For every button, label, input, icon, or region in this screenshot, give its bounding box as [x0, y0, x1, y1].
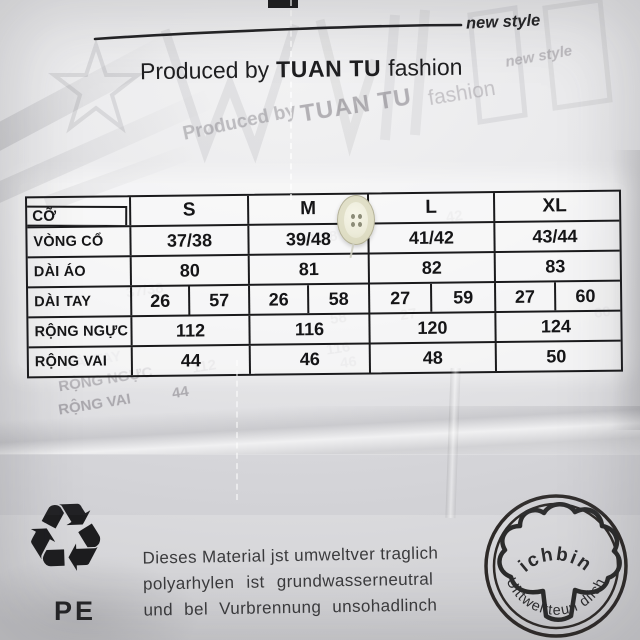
ghost-row-label: RỘNG VAI	[57, 390, 132, 419]
size-value: 44	[132, 345, 252, 376]
size-value: 50	[546, 345, 567, 366]
ghost-letter-shape	[315, 18, 380, 157]
size-value: 48	[370, 343, 497, 373]
svg-text:ichbin: ichbin	[515, 544, 597, 577]
button-hole	[358, 222, 362, 227]
size-value: 46	[250, 344, 372, 374]
svg-text:Uittweltteun dilch: Uittweltteun dilch	[503, 575, 610, 619]
size-value: 26	[250, 285, 310, 314]
seal-outer-ring	[484, 494, 628, 638]
size-value: 43/44	[532, 225, 578, 247]
size-value: 83	[545, 255, 566, 276]
table-row-shoulder: RỘNG VAI 44 46 48 50	[28, 342, 621, 377]
ghost-star-shape	[48, 38, 144, 134]
size-value: 58	[328, 288, 349, 309]
ghost-letter-shape	[467, 5, 528, 125]
size-value-pair: 27 59	[370, 283, 497, 313]
size-value: 82	[369, 253, 496, 283]
ghost-watermark-shapes	[48, 0, 613, 164]
size-value: 80	[131, 255, 250, 286]
recycling-arrows-icon: ♻	[21, 482, 111, 596]
corner-label: CỠ	[27, 205, 128, 227]
size-value-pair: 26 58	[250, 284, 371, 314]
fold-line	[445, 367, 461, 519]
size-col-header-s: S	[131, 195, 250, 226]
size-col-header-xl: XL	[542, 195, 567, 217]
size-value: 59	[453, 286, 474, 308]
shirt-button	[337, 195, 375, 245]
tree-icon	[497, 502, 622, 622]
size-value: 112	[132, 315, 251, 346]
size-value: 60	[575, 285, 596, 306]
size-value: 27	[370, 283, 433, 313]
brand-logo-partial	[268, 0, 298, 8]
ghost-letter-shape	[542, 0, 613, 111]
brand-name: TUAN TU	[275, 54, 382, 83]
size-col-header-l: L	[368, 193, 496, 223]
table-corner-cell: CỠ	[27, 197, 132, 227]
fashion-text: fashion	[388, 53, 463, 81]
size-table: CỠ S M L XL VÒNG CỔ 37/38 39/48 41/42 43…	[24, 189, 624, 379]
produced-by-text: Produced by	[139, 56, 270, 85]
row-label: DÀI ÁO	[27, 257, 133, 287]
size-value: 116	[250, 314, 371, 344]
size-value: 120	[370, 313, 497, 343]
header-rule	[93, 23, 463, 41]
size-value: 41/42	[369, 223, 496, 253]
ghost-number: 44	[170, 382, 190, 403]
button-hole	[351, 222, 355, 227]
ghost-letter-shape	[160, 23, 300, 164]
size-value: 27	[496, 282, 556, 312]
row-label: DÀI TAY	[28, 287, 133, 317]
size-value: 57	[209, 289, 230, 310]
ghost-letter-shape	[380, 9, 430, 141]
button-hole	[358, 214, 362, 219]
material-text-block: Dieses Material jst umweltver traglich p…	[142, 540, 439, 623]
eco-seal: ichbin Uittweltteun dilch	[484, 494, 628, 638]
row-label: VÒNG CỔ	[27, 227, 132, 257]
row-label: RỘNG NGỰC	[28, 317, 133, 347]
size-value-pair: 27 60	[496, 282, 615, 312]
label-highlight	[18, 183, 626, 369]
material-line: und bel Vurbrennung unsohadlinch	[143, 595, 438, 620]
size-value: 81	[249, 254, 370, 284]
seal-bottom-text: Uittweltteun dilch	[503, 575, 609, 619]
crease-highlight	[0, 406, 640, 454]
button-hole	[351, 214, 355, 219]
size-value-pair: 26 57	[132, 285, 251, 316]
size-value: 124	[540, 315, 572, 337]
row-label: RỘNG VAI	[28, 347, 134, 377]
crease-dash-line	[236, 360, 238, 500]
new-style-label: new style	[465, 11, 541, 33]
header-rule-line	[93, 23, 463, 41]
produced-by-line: Produced by TUAN TU fashion	[140, 54, 463, 85]
seal-top-text: ichbin	[515, 544, 595, 577]
size-value: 37/38	[131, 225, 250, 256]
size-value: 26	[132, 286, 191, 316]
pe-material-code: PE	[54, 596, 97, 626]
